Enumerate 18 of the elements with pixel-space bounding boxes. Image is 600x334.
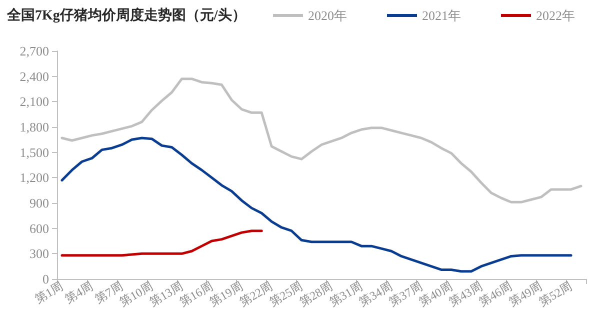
y-tick-label: 2,700 (20, 44, 49, 58)
legend-label: 2021年 (422, 8, 461, 23)
line-series (60, 78, 582, 204)
chart-title: 全国7Kg仔猪均价周度走势图（元/头） (6, 6, 246, 24)
legend-label: 2022年 (536, 8, 575, 23)
y-tick-label: 0 (42, 272, 49, 286)
y-tick-label: 600 (30, 220, 49, 236)
y-tick-label: 1,200 (20, 170, 49, 186)
y-tick-label: 1,800 (20, 120, 49, 134)
line-series (60, 230, 263, 257)
line-series (60, 136, 572, 273)
legend-label: 2020年 (308, 8, 347, 23)
y-tick-label: 900 (30, 196, 49, 210)
x-tick-label: 第4周 (62, 278, 96, 306)
y-tick-label: 2,100 (20, 94, 49, 110)
y-tick-label: 300 (30, 246, 49, 262)
y-tick-label: 1,500 (20, 144, 49, 160)
y-tick-label: 2,400 (20, 68, 49, 84)
